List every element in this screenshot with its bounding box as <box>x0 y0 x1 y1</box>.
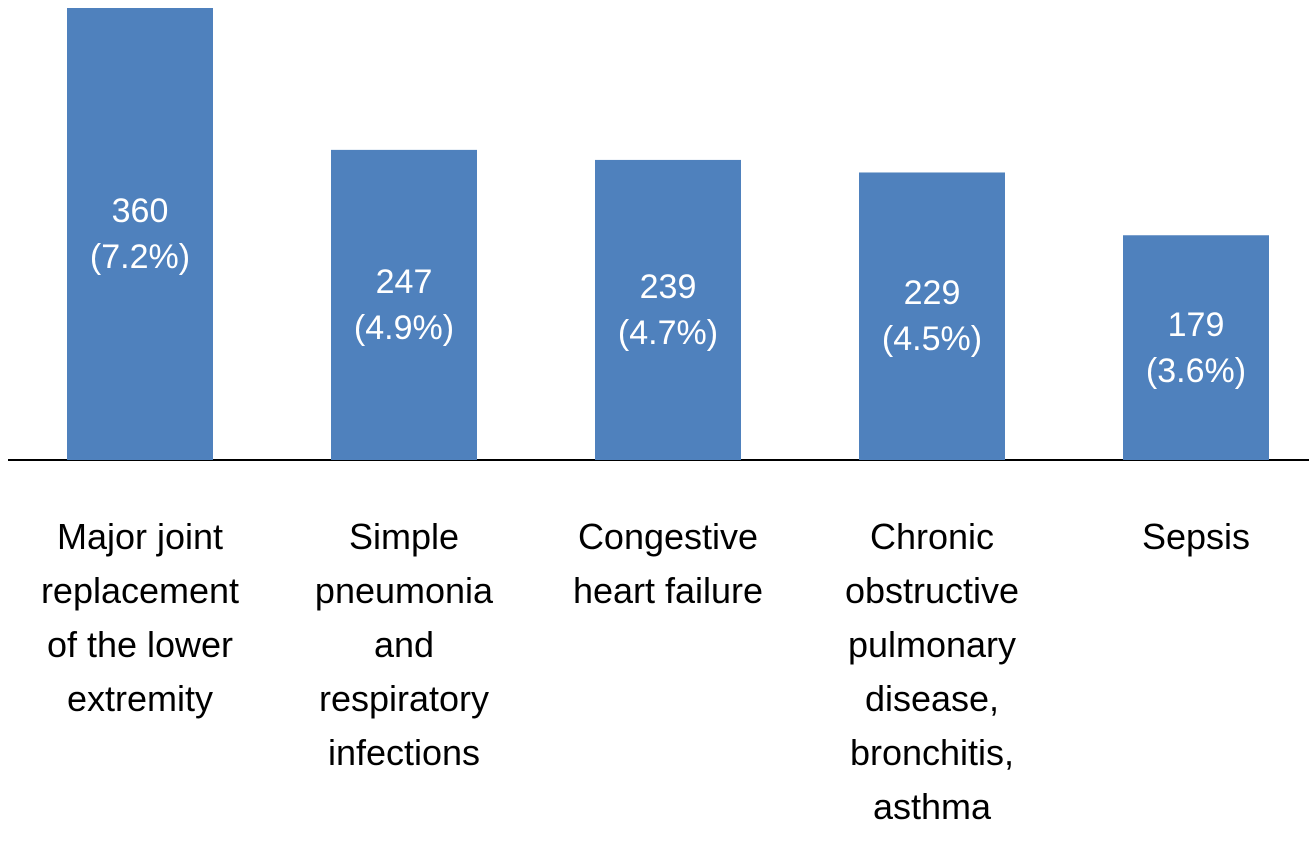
value-label: 239 (4.7%) <box>617 267 719 352</box>
bar <box>859 172 1005 460</box>
x-tick-label: Major joint replacement of the lower ext… <box>40 516 240 719</box>
value-label: 247 (4.9%) <box>353 262 455 347</box>
bar <box>331 149 477 460</box>
bar <box>1123 235 1269 460</box>
bar <box>595 159 741 460</box>
value-label: 179 (3.6%) <box>1145 305 1247 390</box>
x-tick-label: Sepsis <box>1141 516 1251 557</box>
bar <box>67 8 213 460</box>
value-label: 360 (7.2%) <box>89 192 191 276</box>
x-tick-label: Simple pneumonia and respiratory infecti… <box>314 516 494 773</box>
x-tick-label: Chronic obstructive pulmonary disease, b… <box>844 516 1020 827</box>
x-tick-label: Congestive heart failure <box>572 516 764 611</box>
value-label: 229 (4.5%) <box>881 274 983 359</box>
